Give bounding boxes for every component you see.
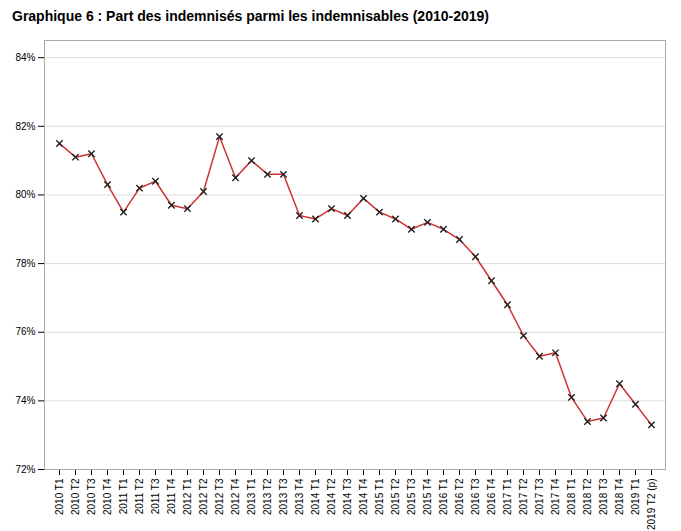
svg-text:2011 T1: 2011 T1 [118, 478, 129, 514]
svg-text:74%: 74% [15, 395, 35, 406]
svg-text:2012 T2: 2012 T2 [198, 478, 209, 515]
svg-text:2015 T4: 2015 T4 [422, 478, 433, 515]
svg-text:2018 T2: 2018 T2 [582, 478, 593, 515]
svg-text:2013 T2: 2013 T2 [262, 478, 273, 515]
svg-text:82%: 82% [15, 121, 35, 132]
svg-text:84%: 84% [15, 52, 35, 63]
svg-text:2010 T3: 2010 T3 [86, 478, 97, 515]
html-text:Graphique 6 : Part des indemni: Graphique 6 : Part des indemnisés parmi … [12, 8, 489, 24]
svg-text:2016 T3: 2016 T3 [470, 478, 481, 515]
svg-text:2011 T4: 2011 T4 [166, 478, 177, 514]
svg-text:2012 T1: 2012 T1 [182, 478, 193, 515]
svg-text:2019 T1: 2019 T1 [630, 478, 641, 515]
svg-text:2012 T3: 2012 T3 [214, 478, 225, 515]
svg-text:2019 T2 (p): 2019 T2 (p) [646, 479, 657, 531]
svg-text:2016 T1: 2016 T1 [438, 478, 449, 515]
svg-text:2017 T3: 2017 T3 [534, 478, 545, 515]
svg-text:2018 T3: 2018 T3 [598, 478, 609, 515]
svg-text:2018 T1: 2018 T1 [566, 478, 577, 515]
svg-text:2017 T2: 2017 T2 [518, 478, 529, 515]
svg-text:2011 T3: 2011 T3 [150, 478, 161, 514]
svg-text:78%: 78% [15, 258, 35, 269]
svg-text:2011 T2: 2011 T2 [134, 478, 145, 514]
svg-text:2015 T2: 2015 T2 [390, 478, 401, 515]
svg-text:2017 T1: 2017 T1 [502, 478, 513, 515]
svg-text:2016 T4: 2016 T4 [486, 478, 497, 515]
svg-text:72%: 72% [15, 464, 35, 475]
svg-text:2013 T4: 2013 T4 [294, 478, 305, 515]
svg-text:2017 T4: 2017 T4 [550, 478, 561, 515]
svg-text:2014 T3: 2014 T3 [342, 478, 353, 515]
svg-text:2013 T3: 2013 T3 [278, 478, 289, 515]
svg-text:2014 T4: 2014 T4 [358, 478, 369, 515]
svg-text:2010 T2: 2010 T2 [70, 478, 81, 515]
svg-text:80%: 80% [15, 189, 35, 200]
svg-text:2016 T2: 2016 T2 [454, 478, 465, 515]
svg-text:2014 T1: 2014 T1 [310, 478, 321, 515]
svg-text:2013 T1: 2013 T1 [246, 478, 257, 515]
svg-text:2018 T4: 2018 T4 [614, 478, 625, 515]
svg-text:2015 T3: 2015 T3 [406, 478, 417, 515]
svg-text:2015 T1: 2015 T1 [374, 478, 385, 515]
svg-text:2012 T4: 2012 T4 [230, 478, 241, 515]
svg-text:2014 T2: 2014 T2 [326, 478, 337, 515]
svg-text:76%: 76% [15, 326, 35, 337]
svg-text:2010 T4: 2010 T4 [102, 478, 113, 515]
svg-text:2010 T1: 2010 T1 [54, 478, 65, 515]
